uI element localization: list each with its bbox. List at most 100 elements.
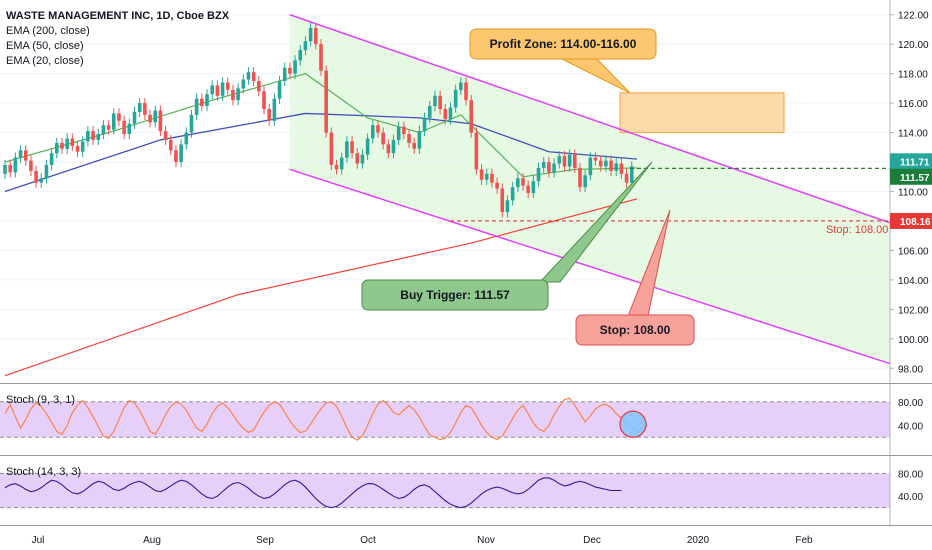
candle-body [13, 157, 18, 173]
chart-legend: WASTE MANAGEMENT INC, 1D, Cboe BZX EMA (… [6, 9, 229, 69]
x-tick-label: Dec [583, 535, 601, 546]
candle-body [23, 150, 28, 161]
stoch-slow-line [4, 477, 622, 509]
candle-body [474, 132, 479, 170]
candle-body [44, 164, 49, 179]
stoch-slow-y-tick-label: 80.00 [898, 469, 923, 480]
legend-ema200: EMA (200, close) [6, 25, 90, 37]
candle-body [443, 109, 448, 120]
candle-body [241, 79, 246, 89]
candle-body [272, 98, 277, 121]
candle-body [562, 156, 567, 167]
candle-body [541, 162, 546, 168]
candle-body [505, 200, 510, 213]
candle-body [55, 142, 59, 154]
main-price-pane[interactable]: Stop: 108.00 Profit Zone: 114.00-116.00 Bu… [0, 14, 932, 378]
candle-body [355, 153, 360, 164]
candle-body [324, 70, 328, 133]
candle-body [127, 123, 132, 135]
legend-ema20: EMA (20, close) [6, 55, 84, 67]
candle-body [484, 173, 489, 180]
profit-callout-pointer [559, 57, 631, 94]
y-tick-label: 110.00 [898, 188, 928, 199]
candle-body [593, 157, 598, 161]
profit-callout-box [469, 28, 657, 60]
candle-body [282, 67, 287, 82]
candle-body [578, 167, 582, 188]
stoch-fast-y-tick-label: 80.00 [898, 398, 923, 409]
candle-body [148, 114, 152, 123]
candle-body [557, 156, 562, 164]
stoch-14-3-3-pane[interactable] [0, 472, 890, 509]
candle-body [588, 157, 593, 176]
ema50-line [4, 112, 638, 193]
candle-body [231, 89, 235, 101]
candle-body [288, 67, 292, 74]
buy-callout-box [361, 279, 549, 311]
candle-body [3, 164, 7, 174]
candle-body [453, 89, 458, 108]
candle-body [277, 81, 282, 99]
candle-body [339, 157, 344, 170]
candle-body [215, 85, 220, 96]
candle-body [365, 138, 370, 155]
x-tick-label: Nov [477, 535, 495, 546]
y-tick-label: 102.00 [898, 305, 929, 316]
candle-body [598, 160, 603, 167]
candle-body [308, 27, 313, 42]
buy-callout-text: Buy Trigger: 111.57 [400, 288, 510, 302]
candle-body [111, 113, 116, 130]
candle-body [132, 111, 137, 124]
candle-body [75, 145, 80, 152]
candle-body [547, 162, 551, 173]
candle-body [101, 125, 106, 135]
stoch-slow-band [0, 473, 890, 508]
stoch-fast-y-tick-label: 40.00 [898, 421, 923, 432]
candle-body [583, 175, 587, 188]
stoch2-label: Stoch (14, 3, 3) [6, 466, 82, 478]
candle-body [96, 134, 101, 140]
x-tick-label: 2020 [687, 535, 710, 546]
candle-body [303, 41, 308, 51]
candle-body [495, 182, 499, 189]
candle-body [345, 141, 349, 158]
x-tick-label: Oct [360, 535, 376, 546]
buy-callout-pointer [538, 161, 653, 283]
candle-body [370, 125, 375, 139]
candle-body [236, 88, 240, 101]
x-tick-label: Feb [795, 535, 813, 546]
price-tag-upper-bg [890, 153, 932, 170]
candle-body [448, 107, 453, 120]
price-tag-stop-bg [890, 212, 932, 229]
y-tick-label: 104.00 [898, 276, 929, 287]
candle-body [246, 72, 251, 80]
candle-body [184, 132, 189, 145]
candle-body [251, 72, 256, 82]
x-tick-label: Jul [32, 535, 45, 546]
stoch-9-3-1-pane[interactable] [0, 397, 890, 441]
candle-body [262, 91, 266, 110]
candle-body [521, 178, 525, 186]
candle-body [205, 94, 209, 107]
y-tick-label: 106.00 [898, 246, 929, 257]
stop-callout-box [575, 314, 695, 346]
candle-body [438, 95, 442, 110]
candle-body [516, 178, 520, 188]
y-tick-label: 100.00 [898, 335, 929, 346]
channel-upper-line [289, 14, 932, 239]
candle-body [225, 82, 230, 90]
profit-zone-box [619, 92, 785, 134]
candle-body [469, 100, 473, 133]
candle-body [319, 44, 323, 71]
candle-body [194, 98, 199, 115]
candle-body [573, 154, 577, 168]
candle-body [386, 144, 391, 154]
candle-body [407, 134, 411, 143]
candle-body [106, 125, 111, 130]
candle-body [29, 160, 33, 171]
candle-body [427, 106, 432, 118]
candle-body [168, 139, 173, 151]
candle-body [174, 150, 178, 163]
